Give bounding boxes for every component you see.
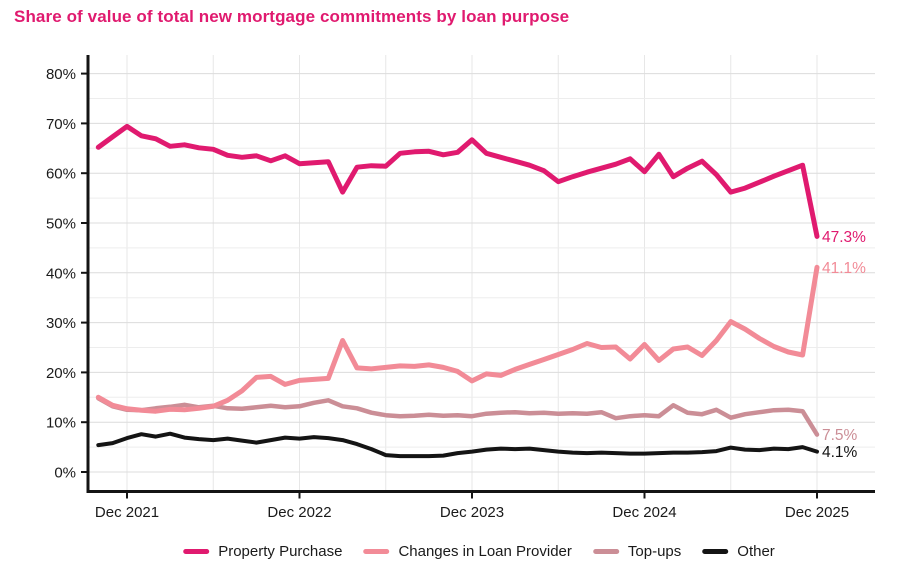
legend-label-top-ups: Top-ups xyxy=(627,543,682,560)
y-axis-label: 80% xyxy=(46,66,76,83)
legend-swatch-other xyxy=(702,549,729,554)
legend: Property Purchase Changes in Loan Provid… xyxy=(183,543,775,560)
y-axis-label: 20% xyxy=(46,365,76,382)
series-line-top-ups xyxy=(96,396,820,437)
x-axis-label: Dec 2022 xyxy=(267,504,331,521)
legend-swatch-changes-in-loan-provider xyxy=(363,549,390,554)
y-axis-label: 70% xyxy=(46,116,76,133)
y-axis-label: 50% xyxy=(46,216,76,233)
end-value-label-other: 4.1% xyxy=(822,444,858,461)
legend-label-changes-in-loan-provider: Changes in Loan Provider xyxy=(398,543,572,560)
legend-item-other: Other xyxy=(702,543,775,560)
y-axis-label: 0% xyxy=(54,465,76,482)
legend-label-other: Other xyxy=(737,543,775,560)
series-line-changes-in-loan-provider xyxy=(95,264,820,414)
x-axis-label: Dec 2023 xyxy=(440,504,504,521)
legend-item-changes-in-loan-provider: Changes in Loan Provider xyxy=(363,543,572,560)
series-line-property-purchase xyxy=(95,123,820,239)
y-axis-label: 60% xyxy=(46,166,76,183)
end-value-label-top-ups: 7.5% xyxy=(822,427,858,444)
y-axis-label: 40% xyxy=(46,265,76,282)
legend-swatch-top-ups xyxy=(592,549,619,554)
series-line-other xyxy=(96,431,819,459)
x-axis-label: Dec 2025 xyxy=(785,504,849,521)
x-axis-label: Dec 2024 xyxy=(612,504,676,521)
end-value-label-property-purchase: 47.3% xyxy=(822,229,866,246)
legend-item-top-ups: Top-ups xyxy=(592,543,682,560)
end-value-label-changes-in-loan-provider: 41.1% xyxy=(822,260,866,277)
y-axis-label: 10% xyxy=(46,415,76,432)
y-axis-label: 30% xyxy=(46,315,76,332)
x-axis-label: Dec 2021 xyxy=(95,504,159,521)
chart-title: Share of value of total new mortgage com… xyxy=(14,7,570,26)
legend-item-property-purchase: Property Purchase xyxy=(183,543,342,560)
legend-label-property-purchase: Property Purchase xyxy=(218,543,343,560)
legend-swatch-property-purchase xyxy=(183,549,210,554)
